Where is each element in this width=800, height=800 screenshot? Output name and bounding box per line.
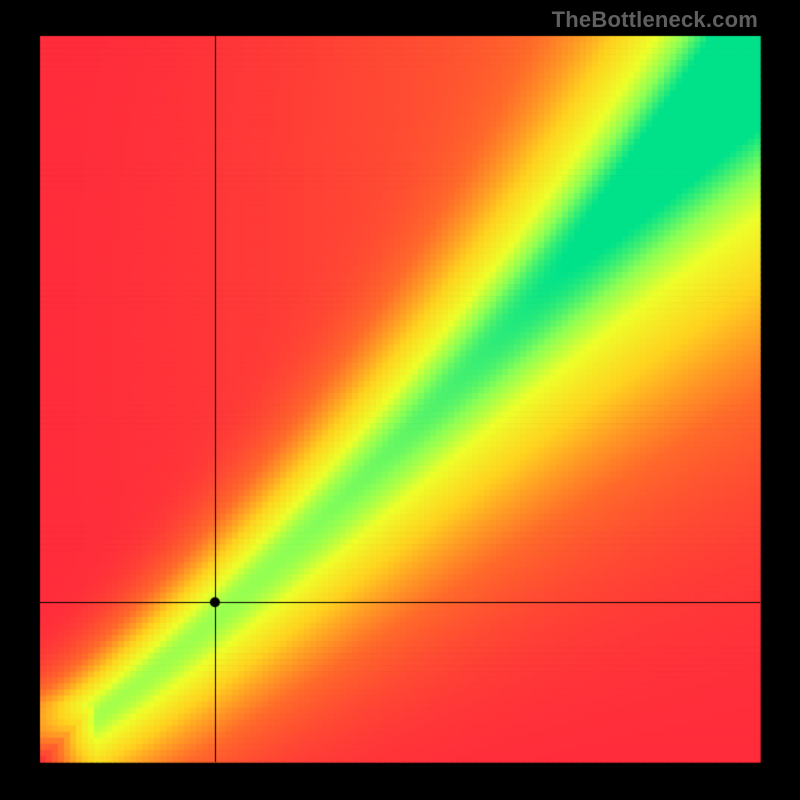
watermark-text: TheBottleneck.com — [552, 7, 758, 33]
bottleneck-heatmap — [0, 0, 800, 800]
chart-container: TheBottleneck.com — [0, 0, 800, 800]
